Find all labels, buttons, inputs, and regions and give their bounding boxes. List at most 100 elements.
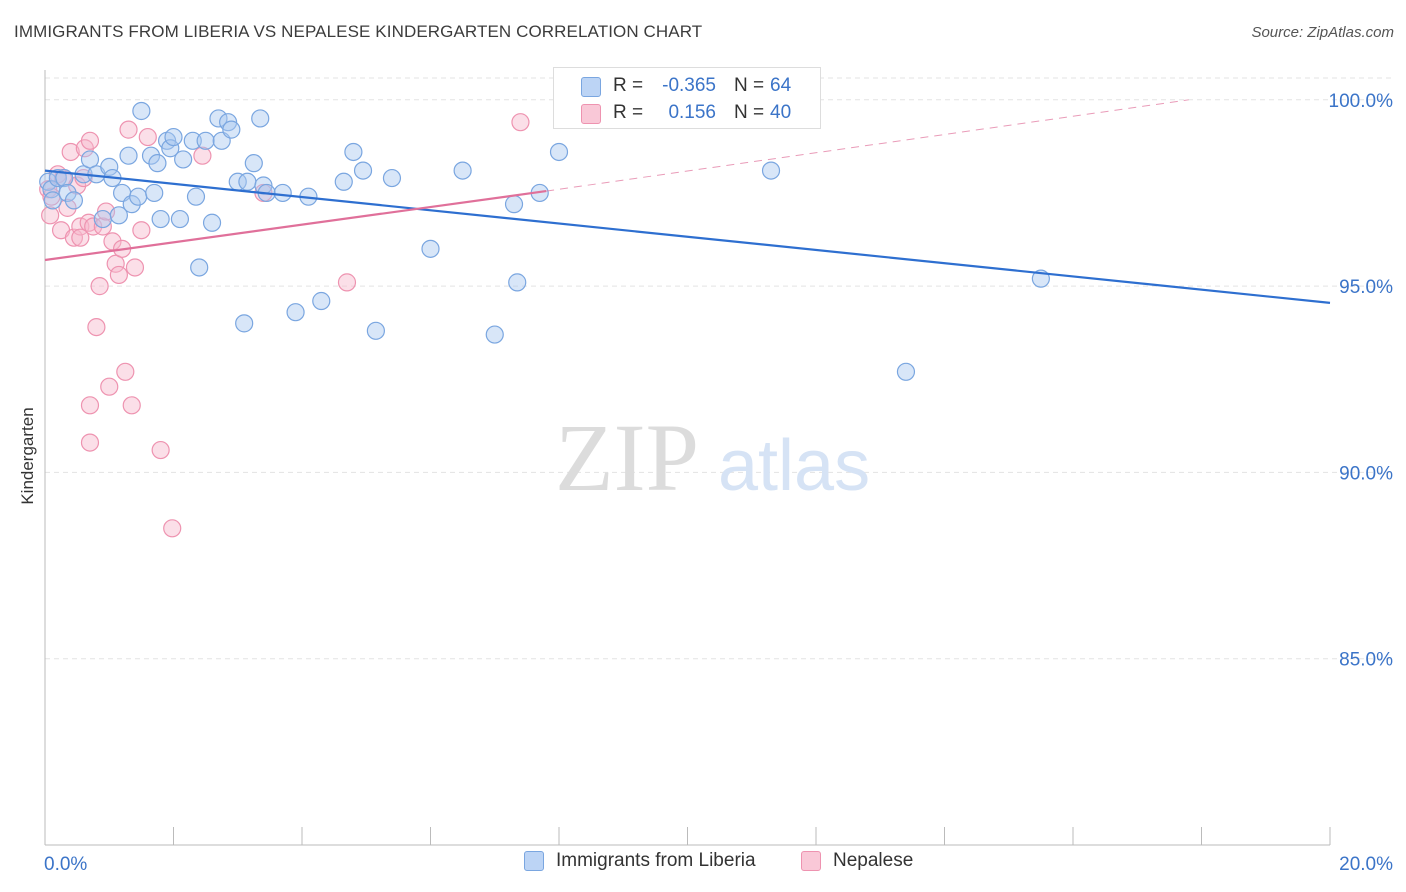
legend-item-liberia: Immigrants from Liberia [524, 850, 756, 872]
data-point-liberia [353, 161, 373, 180]
legend-swatch-liberia [581, 77, 601, 97]
data-point-liberia [366, 321, 385, 340]
data-point-liberia [129, 187, 148, 206]
data-point-liberia [148, 154, 167, 173]
axes [44, 70, 1331, 846]
data-point-liberia [43, 191, 62, 210]
watermark-zip: ZIP [555, 404, 699, 511]
data-point-liberia [109, 206, 128, 225]
data-point-nepalese [84, 217, 103, 236]
data-point-liberia [549, 142, 569, 162]
legend-n-value: 40 [770, 102, 792, 123]
chart-title: IMMIGRANTS FROM LIBERIA VS NEPALESE KIND… [14, 22, 703, 41]
data-point-liberia [896, 362, 916, 381]
data-point-nepalese [109, 265, 128, 285]
legend-label-liberia: Immigrants from Liberia [556, 850, 756, 871]
trend-line-nepalese-extension [546, 99, 1189, 192]
watermark: ZIP atlas [555, 404, 870, 511]
data-point-liberia [504, 195, 524, 214]
data-point-liberia [312, 291, 331, 311]
legend-row-nepalese: R = 0.156 N = 40 [554, 100, 822, 128]
data-point-nepalese [125, 258, 145, 277]
data-point-liberia [334, 172, 353, 191]
data-point-nepalese [58, 198, 77, 217]
legend-swatch-liberia [524, 851, 544, 871]
data-point-liberia [58, 183, 77, 203]
data-point-liberia [209, 109, 228, 128]
y-tick-label: 100.0% [1329, 91, 1394, 112]
data-point-liberia [251, 109, 270, 128]
data-point-nepalese [511, 113, 530, 132]
data-point-liberia [273, 183, 292, 203]
y-tick-label: 85.0% [1339, 650, 1393, 671]
data-point-liberia [145, 183, 164, 203]
series-liberia [39, 90, 1050, 381]
data-point-nepalese [93, 217, 112, 236]
data-point-nepalese [151, 440, 170, 460]
x-tick-label: 0.0% [44, 854, 87, 875]
data-point-liberia [382, 168, 402, 188]
data-point-liberia [244, 154, 263, 173]
data-point-liberia [286, 303, 305, 322]
data-point-liberia [196, 131, 215, 150]
data-point-liberia [485, 325, 504, 344]
legend-swatch-nepalese [801, 851, 821, 871]
data-point-nepalese [71, 228, 90, 247]
data-point-liberia [238, 172, 257, 191]
correlation-legend: R = -0.365 N = 64 R = 0.156 N = 40 [553, 67, 821, 129]
data-point-liberia [64, 191, 84, 210]
legend-n-label: N = [734, 102, 765, 123]
data-point-liberia [122, 195, 141, 214]
data-point-nepalese [41, 206, 60, 225]
data-point-liberia [453, 161, 472, 180]
data-point-liberia [93, 209, 112, 229]
data-point-liberia [119, 146, 138, 165]
legend-r-label: R = [613, 102, 644, 123]
data-point-nepalese [87, 317, 106, 337]
data-point-liberia [421, 239, 440, 258]
legend-n-label: N = [734, 75, 765, 96]
legend-item-nepalese: Nepalese [801, 850, 913, 872]
data-point-nepalese [119, 120, 138, 139]
data-point-nepalese [193, 146, 212, 165]
data-point-nepalese [80, 131, 100, 150]
trend-lines [44, 99, 1331, 304]
x-tick-labels: 0.0% 20.0% [44, 854, 1393, 875]
data-point-liberia [190, 258, 209, 277]
data-point-liberia [235, 314, 254, 333]
watermark-atlas: atlas [718, 426, 870, 506]
data-point-liberia [164, 127, 183, 147]
legend-row-liberia: R = -0.365 N = 64 [554, 73, 822, 101]
legend-r-value: 0.156 [668, 102, 716, 123]
data-point-nepalese [132, 221, 151, 240]
legend-label-nepalese: Nepalese [833, 850, 914, 871]
data-point-liberia [186, 187, 206, 206]
data-point-liberia [170, 209, 190, 229]
legend-r-label: R = [613, 75, 644, 96]
data-point-nepalese [138, 127, 157, 147]
x-tick-label: 20.0% [1339, 854, 1393, 875]
data-point-liberia [174, 150, 193, 169]
y-tick-label: 90.0% [1339, 463, 1393, 484]
legend-swatch-nepalese [581, 104, 601, 124]
y-tick-labels: 85.0% 90.0% 95.0% 100.0% [1329, 91, 1394, 671]
data-point-nepalese [116, 362, 135, 381]
data-point-nepalese [100, 377, 119, 396]
data-point-liberia [100, 157, 119, 176]
data-point-liberia [161, 139, 180, 158]
data-point-nepalese [80, 433, 100, 452]
data-point-liberia [151, 209, 170, 229]
legend-n-value: 64 [770, 75, 792, 96]
series-legend: Immigrants from Liberia Nepalese [0, 850, 1406, 880]
data-point-liberia [508, 273, 527, 292]
data-point-liberia [344, 142, 363, 162]
data-point-liberia [202, 213, 222, 232]
data-point-liberia [141, 146, 161, 165]
data-point-nepalese [337, 273, 357, 292]
data-point-nepalese [80, 396, 100, 415]
y-tick-label: 95.0% [1339, 277, 1393, 298]
legend-r-value: -0.365 [662, 75, 716, 96]
data-point-liberia [761, 161, 781, 180]
source-label: Source: ZipAtlas.com [1251, 24, 1394, 41]
